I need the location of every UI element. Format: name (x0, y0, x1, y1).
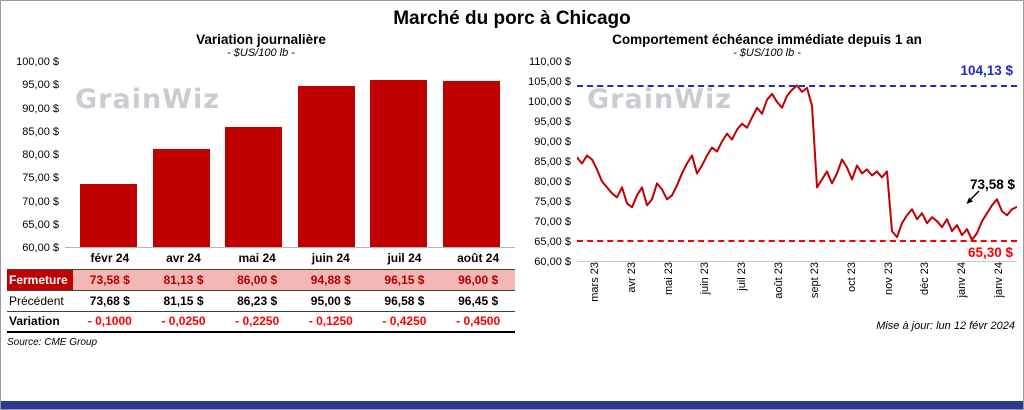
y-axis-label: 95,00 $ (22, 79, 59, 92)
y-axis-label: 100,00 $ (16, 56, 59, 68)
bar-chart-plot: GrainWiz (65, 62, 515, 248)
price-table: févr 24 avr 24 mai 24 juin 24 juil 24 ao… (7, 248, 515, 333)
column-header: mai 24 (238, 251, 276, 266)
y-axis-label: 65,00 $ (22, 218, 59, 231)
table-cell: 81,15 $ (163, 293, 204, 308)
y-axis-label: 75,00 $ (22, 172, 59, 185)
y-axis-label: 90,00 $ (534, 136, 571, 148)
bar-chart-y-axis: 100,00 $ 95,00 $ 90,00 $ 85,00 $ 80,00 $ 75,0… (7, 56, 65, 254)
bar (297, 85, 355, 247)
y-axis-label: 70,00 $ (534, 216, 571, 228)
x-axis-label: sept 23 (809, 262, 822, 299)
x-axis-label: août 23 (772, 262, 785, 299)
y-axis-label: 70,00 $ (22, 195, 59, 208)
line-chart: 110,00 $ 105,00 $ 100,00 $ 95,00 $ 90,00 $ 85… (517, 56, 1017, 268)
bar (442, 80, 500, 247)
line-chart-y-axis: 110,00 $ 105,00 $ 100,00 $ 95,00 $ 90,00 $ 85… (517, 56, 577, 268)
line-chart-plot: GrainWiz 104,13 $ 73,58 $ 65,30 $ (577, 62, 1017, 262)
source-note: Source: CME Group (7, 337, 98, 348)
bar (370, 79, 428, 247)
table-cell: - 0,4500 (456, 314, 501, 329)
line-chart-x-axis: mars 23 avr 23 mai 23 juin 23 juil 23 août 23… (577, 262, 1017, 320)
footer-bar (1, 401, 1023, 409)
y-axis-label: 95,00 $ (534, 116, 571, 128)
y-axis-label: 65,00 $ (534, 236, 571, 248)
x-axis-label: oct 23 (845, 262, 858, 292)
table-cell: 94,88 $ (293, 269, 368, 290)
table-cell: 86,00 $ (220, 269, 294, 290)
left-chart-subtitle: - $US/100 lb - (227, 47, 295, 59)
x-axis-label: mai 23 (662, 262, 675, 296)
panels: Variation journalière - $US/100 lb - 100… (1, 32, 1023, 348)
x-axis-label: janv 24 (992, 262, 1005, 298)
table-cell: - 0,1000 (87, 314, 132, 329)
table-cell: 86,23 $ (237, 293, 278, 308)
left-chart-title: Variation journalière (196, 32, 326, 47)
table-cell: - 0,2250 (235, 314, 280, 329)
right-chart-title: Comportement échéance immédiate depuis 1… (612, 32, 922, 47)
price-line-svg (577, 62, 1017, 261)
min-annotation: 65,30 $ (967, 244, 1013, 260)
bar (80, 184, 138, 247)
column-header: juin 24 (311, 251, 350, 266)
table-cell: - 0,1250 (308, 314, 353, 329)
column-header: août 24 (457, 251, 500, 266)
y-axis-label: 105,00 $ (528, 76, 571, 88)
min-line (577, 239, 1017, 242)
y-axis-label: 75,00 $ (534, 196, 571, 208)
column-header: avr 24 (166, 251, 201, 266)
grainwiz-watermark: GrainWiz (75, 84, 220, 115)
y-axis-label: 100,00 $ (528, 96, 571, 108)
table-cell: - 0,4250 (382, 314, 427, 329)
max-line (577, 85, 1017, 88)
last-annotation: 73,58 $ (969, 176, 1015, 192)
price-line (577, 85, 1017, 240)
column-header: juil 24 (387, 251, 422, 266)
fermeture-row: Fermeture 73,58 $ 81,13 $ 86,00 $ 94,88 … (7, 269, 515, 290)
x-axis-label: déc 23 (919, 262, 932, 296)
table-cell: 96,15 $ (367, 269, 442, 290)
y-axis-label: 85,00 $ (22, 125, 59, 138)
y-axis-label: 60,00 $ (534, 256, 571, 268)
x-axis-label: mars 23 (589, 262, 602, 302)
variation-row: Variation - 0,1000 - 0,0250 - 0,2250 - 0… (7, 311, 515, 332)
y-axis-label: 60,00 $ (22, 242, 59, 254)
bar (152, 149, 210, 247)
row-label: Fermeture (7, 269, 73, 290)
y-axis-label: 80,00 $ (22, 149, 59, 161)
table-cell: - 0,0250 (161, 314, 206, 329)
table-cell: 96,45 $ (458, 293, 499, 308)
bar (225, 126, 283, 247)
y-axis-label: 80,00 $ (534, 176, 571, 188)
max-annotation: 104,13 $ (960, 63, 1013, 79)
y-axis-label: 85,00 $ (534, 156, 571, 168)
bar-chart: 100,00 $ 95,00 $ 90,00 $ 85,00 $ 80,00 $ 75,0… (7, 56, 515, 254)
page-title: Marché du porc à Chicago (393, 8, 631, 29)
yearly-behavior-panel: Comportement échéance immédiate depuis 1… (517, 32, 1023, 348)
row-label: Variation (9, 314, 60, 329)
x-axis-label: avr 23 (625, 262, 638, 293)
row-label: Précédent (9, 293, 64, 308)
y-axis-label: 90,00 $ (22, 102, 59, 115)
x-axis-label: janv 24 (956, 262, 968, 298)
last-value-arrow-icon (966, 190, 980, 204)
x-axis-label: nov 23 (882, 262, 895, 296)
table-header-row: févr 24 avr 24 mai 24 juin 24 juil 24 ao… (7, 248, 515, 269)
table-cell: 95,00 $ (310, 293, 351, 308)
table-cell: 96,58 $ (384, 293, 425, 308)
column-header: févr 24 (90, 251, 130, 266)
x-axis-label: juin 23 (699, 262, 712, 295)
table-cell: 81,13 $ (146, 269, 221, 290)
table-cell: 96,00 $ (441, 269, 515, 290)
daily-variation-panel: Variation journalière - $US/100 lb - 100… (1, 32, 517, 348)
right-chart-subtitle: - $US/100 lb - (733, 47, 801, 59)
update-note: Mise à jour: lun 12 févr 2024 (876, 320, 1015, 332)
y-axis-label: 110,00 $ (528, 56, 571, 68)
x-axis-label: juil 23 (735, 262, 748, 291)
table-cell: 73,58 $ (73, 269, 147, 290)
table-cell: 73,68 $ (89, 293, 130, 308)
precedent-row: Précédent 73,68 $ 81,15 $ 86,23 $ 95,00 … (7, 290, 515, 311)
